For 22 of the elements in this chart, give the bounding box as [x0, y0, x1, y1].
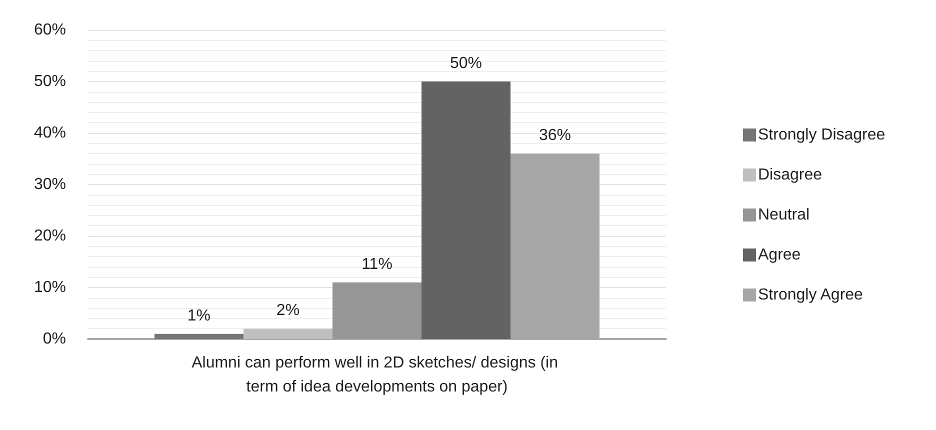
legend-label: Strongly Agree [758, 286, 864, 304]
bar [422, 82, 511, 339]
y-tick-label: 10% [34, 279, 66, 296]
y-tick-label: 30% [34, 176, 66, 193]
data-label: 36% [539, 127, 572, 144]
bar [154, 334, 244, 339]
y-tick-label: 60% [34, 22, 66, 38]
y-tick-label: 20% [34, 228, 66, 244]
y-tick-label: 0% [42, 330, 66, 348]
data-label: 11% [362, 256, 392, 273]
bar [332, 282, 422, 339]
x-tick-label: Alumni can perform well in 2D sketches/ designs (in term of idea developments on paper) [192, 354, 562, 396]
legend-label: Strongly Disagree [758, 126, 886, 144]
y-tick-label: 50% [34, 73, 66, 90]
data-label: 1% [187, 307, 211, 324]
y-tick-label: 40% [34, 124, 66, 142]
data-label: 50% [450, 55, 482, 72]
legend-label: Neutral [758, 206, 810, 224]
legend-label: Disagree [758, 166, 822, 184]
bar [243, 328, 332, 339]
legend-label: Agree [758, 246, 801, 264]
data-label: 2% [276, 302, 300, 320]
